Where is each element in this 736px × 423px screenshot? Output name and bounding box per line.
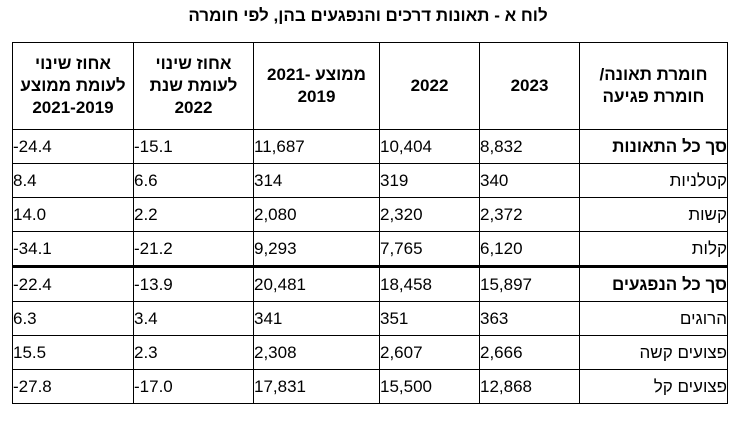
cell-2023: 6,120 (479, 231, 580, 267)
table-row: קלות 6,120 7,765 9,293 -21.2 -34.1 (12, 231, 728, 267)
cell-change-average: -34.1 (12, 231, 134, 267)
table-row: סך כל התאונות 8,832 10,404 11,687 -15.1 … (12, 129, 728, 164)
row-label: פצועים קשה (579, 335, 728, 370)
header-change-average: אחוז שינוי לעומת ממוצע 2021-2019 (12, 42, 134, 130)
cell-change-2022: -13.9 (133, 265, 254, 302)
table-row: קשות 2,372 2,320 2,080 2.2 14.0 (12, 197, 728, 232)
cell-change-2022: 3.4 (133, 301, 254, 336)
table-title: לוח א - תאונות דרכים והנפגעים בהן, לפי ח… (188, 6, 548, 25)
cell-2022: 319 (379, 163, 480, 198)
cell-change-average: 6.3 (12, 301, 134, 336)
cell-change-2022: -15.1 (133, 129, 254, 164)
row-label: סך כל התאונות (579, 129, 728, 164)
accidents-table: חומרת תאונה/ חומרת פגיעה 2023 2022 ממוצע… (12, 42, 728, 404)
table-row: קטלניות 340 319 314 6.6 8.4 (12, 163, 728, 198)
cell-average: 2,308 (253, 335, 380, 370)
cell-average: 11,687 (253, 129, 380, 164)
cell-2023: 12,868 (479, 369, 580, 404)
cell-average: 2,080 (253, 197, 380, 232)
cell-2023: 340 (479, 163, 580, 198)
cell-average: 314 (253, 163, 380, 198)
cell-change-2022: 2.3 (133, 335, 254, 370)
cell-average: 17,831 (253, 369, 380, 404)
cell-change-2022: -21.2 (133, 231, 254, 267)
cell-average: 20,481 (253, 265, 380, 302)
cell-2023: 2,372 (479, 197, 580, 232)
cell-change-2022: 6.6 (133, 163, 254, 198)
cell-2022: 10,404 (379, 129, 480, 164)
table-row: פצועים קשה 2,666 2,607 2,308 2.3 15.5 (12, 335, 728, 370)
row-label: קטלניות (579, 163, 728, 198)
cell-2022: 2,607 (379, 335, 480, 370)
cell-2023: 8,832 (479, 129, 580, 164)
cell-change-average: 15.5 (12, 335, 134, 370)
cell-change-2022: -17.0 (133, 369, 254, 404)
header-row: חומרת תאונה/ חומרת פגיעה 2023 2022 ממוצע… (12, 42, 728, 130)
cell-2022: 18,458 (379, 265, 480, 302)
cell-change-average: 14.0 (12, 197, 134, 232)
header-change-2022: אחוז שינוי לעומת שנת 2022 (133, 42, 254, 130)
cell-average: 341 (253, 301, 380, 336)
cell-2022: 351 (379, 301, 480, 336)
row-label: קלות (579, 231, 728, 267)
cell-2022: 2,320 (379, 197, 480, 232)
cell-2023: 2,666 (479, 335, 580, 370)
table-row: סך כל הנפגעים 15,897 18,458 20,481 -13.9… (12, 265, 728, 302)
cell-change-average: -24.4 (12, 129, 134, 164)
header-2023: 2023 (479, 42, 580, 130)
cell-2022: 15,500 (379, 369, 480, 404)
cell-change-average: -22.4 (12, 265, 134, 302)
table-row: הרוגים 363 351 341 3.4 6.3 (12, 301, 728, 336)
header-average: ממוצע 2021-2019 (253, 42, 380, 130)
header-2022: 2022 (379, 42, 480, 130)
row-label: פצועים קל (579, 369, 728, 404)
cell-average: 9,293 (253, 231, 380, 267)
row-label: קשות (579, 197, 728, 232)
table-row: פצועים קל 12,868 15,500 17,831 -17.0 -27… (12, 369, 728, 404)
cell-change-2022: 2.2 (133, 197, 254, 232)
cell-2023: 363 (479, 301, 580, 336)
cell-2023: 15,897 (479, 265, 580, 302)
cell-change-average: -27.8 (12, 369, 134, 404)
row-label: סך כל הנפגעים (579, 265, 728, 302)
header-severity: חומרת תאונה/ חומרת פגיעה (579, 42, 728, 130)
row-label: הרוגים (579, 301, 728, 336)
cell-2022: 7,765 (379, 231, 480, 267)
cell-change-average: 8.4 (12, 163, 134, 198)
